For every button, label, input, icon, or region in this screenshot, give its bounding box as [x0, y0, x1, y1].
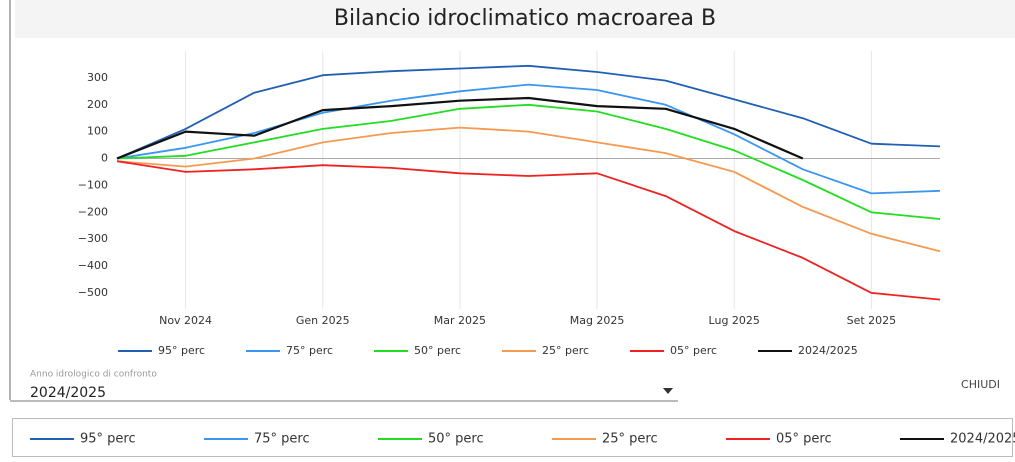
series-line — [116, 126, 941, 253]
legend-label: 05° perc — [670, 344, 717, 357]
select-caret[interactable] — [663, 388, 673, 394]
y-tick-label: 0 — [101, 152, 108, 165]
series-line — [116, 83, 941, 195]
legend-label: 95° perc — [158, 344, 205, 357]
legend-label: 2024/2025 — [950, 432, 1015, 447]
select-label: Anno idrologico di confronto — [30, 370, 157, 380]
x-tick-label: Set 2025 — [847, 314, 897, 327]
legend-box — [12, 418, 1013, 457]
series-line — [116, 96, 804, 160]
x-tick-label: Gen 2025 — [296, 314, 350, 327]
legend-label: 25° perc — [542, 344, 589, 357]
legend-label: 50° perc — [428, 432, 484, 447]
y-tick-label: 300 — [87, 71, 108, 84]
legend-label: 95° perc — [80, 432, 136, 447]
legend-label: 25° perc — [602, 432, 658, 447]
series-line — [116, 103, 941, 220]
y-tick-label: −200 — [78, 205, 108, 218]
legend-label: 75° perc — [286, 344, 333, 357]
y-tick-label: −500 — [78, 286, 108, 299]
chart-title: Bilancio idroclimatico macroarea B — [334, 6, 716, 31]
x-tick-label: Nov 2024 — [159, 314, 212, 327]
y-tick-label: −300 — [78, 232, 108, 245]
title-bar — [15, 0, 1015, 38]
x-tick-label: Lug 2025 — [709, 314, 760, 327]
legend-label: 75° perc — [254, 432, 310, 447]
y-tick-label: −400 — [78, 259, 108, 272]
close-button[interactable]: CHIUDI — [961, 378, 1000, 391]
series-line — [116, 64, 941, 160]
y-tick-label: 200 — [87, 98, 108, 111]
legend-label: 2024/2025 — [798, 344, 858, 357]
x-tick-label: Mar 2025 — [434, 314, 486, 327]
y-tick-label: −100 — [78, 178, 108, 191]
select-value[interactable]: 2024/2025 — [30, 385, 106, 401]
legend-label: 50° perc — [414, 344, 461, 357]
y-tick-label: 100 — [87, 125, 108, 138]
legend-label: 05° perc — [776, 432, 832, 447]
series-line — [116, 160, 941, 301]
x-tick-label: Mag 2025 — [570, 314, 625, 327]
